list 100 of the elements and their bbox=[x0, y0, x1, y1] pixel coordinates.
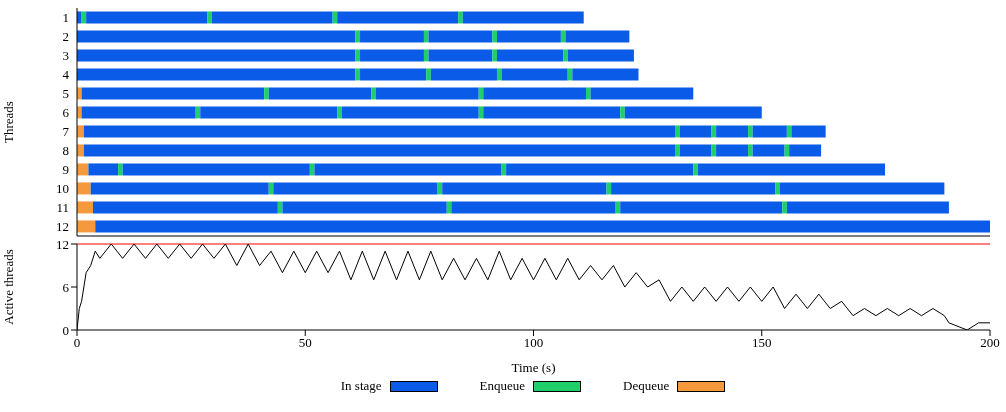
bar bbox=[716, 125, 749, 138]
bar bbox=[337, 11, 459, 24]
bar bbox=[620, 106, 625, 119]
bar bbox=[88, 163, 119, 176]
bar bbox=[314, 163, 502, 176]
y-axis-title: Threads bbox=[0, 101, 16, 143]
bar bbox=[423, 30, 429, 43]
bar bbox=[92, 201, 278, 214]
bar bbox=[786, 201, 949, 214]
bar bbox=[679, 144, 712, 157]
x-tick-label: 0 bbox=[73, 335, 81, 351]
bar bbox=[496, 68, 502, 81]
y-tick-label: 12 bbox=[56, 219, 69, 235]
bar bbox=[360, 68, 427, 81]
bar bbox=[77, 220, 96, 233]
bar bbox=[426, 68, 431, 81]
bar bbox=[679, 125, 712, 138]
bar bbox=[355, 30, 361, 43]
bar bbox=[620, 201, 783, 214]
bar bbox=[207, 11, 212, 24]
bar bbox=[492, 30, 497, 43]
y-tick-label: 8 bbox=[62, 143, 69, 159]
y-tick-label: 5 bbox=[62, 86, 69, 102]
bar bbox=[451, 201, 616, 214]
bar bbox=[506, 163, 694, 176]
x-tick-label: 200 bbox=[980, 335, 1000, 351]
bar bbox=[337, 106, 342, 119]
bar bbox=[273, 182, 438, 195]
x-tick-label: 100 bbox=[523, 335, 544, 351]
bar bbox=[675, 144, 680, 157]
y-tick-label: 1 bbox=[62, 10, 69, 26]
bar bbox=[458, 11, 463, 24]
legend-label: In stage bbox=[340, 378, 383, 394]
bar bbox=[81, 87, 265, 100]
bar bbox=[264, 87, 269, 100]
bar bbox=[492, 49, 497, 62]
bar bbox=[565, 30, 630, 43]
bar bbox=[501, 68, 568, 81]
bar bbox=[462, 11, 584, 24]
bar bbox=[716, 144, 749, 157]
bar bbox=[423, 49, 429, 62]
bar bbox=[791, 125, 826, 138]
bar bbox=[118, 163, 123, 176]
bar bbox=[360, 30, 424, 43]
y-tick-label: 9 bbox=[62, 162, 69, 178]
bar bbox=[376, 87, 479, 100]
bar bbox=[748, 144, 753, 157]
y-tick-label: 6 bbox=[62, 105, 70, 121]
bar bbox=[697, 163, 886, 176]
bar bbox=[782, 201, 787, 214]
y-tick-label: 10 bbox=[56, 181, 69, 197]
bar bbox=[693, 163, 698, 176]
bar bbox=[77, 182, 91, 195]
bar bbox=[371, 87, 377, 100]
y-tick-label: 12 bbox=[56, 236, 69, 252]
bar bbox=[567, 49, 634, 62]
bar bbox=[77, 49, 356, 62]
bar bbox=[86, 11, 208, 24]
bar bbox=[200, 106, 338, 119]
bar bbox=[675, 125, 680, 138]
bar bbox=[95, 220, 990, 233]
bar bbox=[789, 144, 822, 157]
y-tick-label: 6 bbox=[62, 279, 70, 295]
bar bbox=[483, 106, 621, 119]
bar bbox=[428, 30, 493, 43]
bar bbox=[268, 87, 372, 100]
y-tick-label: 11 bbox=[56, 200, 69, 216]
bar bbox=[611, 182, 776, 195]
bar bbox=[428, 49, 493, 62]
bar bbox=[355, 68, 361, 81]
y-tick-label: 3 bbox=[62, 48, 69, 64]
bar bbox=[752, 125, 787, 138]
x-tick-label: 50 bbox=[298, 335, 312, 351]
bar bbox=[563, 49, 568, 62]
bar bbox=[430, 68, 497, 81]
bar bbox=[752, 144, 785, 157]
bar bbox=[211, 11, 333, 24]
bar bbox=[360, 49, 424, 62]
bar bbox=[81, 106, 196, 119]
bar bbox=[77, 30, 356, 43]
bar bbox=[83, 144, 676, 157]
bar bbox=[590, 87, 694, 100]
y-tick-label: 7 bbox=[62, 124, 70, 140]
legend-label: Dequeue bbox=[623, 378, 671, 394]
bar bbox=[496, 30, 561, 43]
bar bbox=[780, 182, 945, 195]
bar bbox=[122, 163, 310, 176]
bar bbox=[496, 49, 564, 62]
bar bbox=[77, 201, 93, 214]
x-axis-title: Time (s) bbox=[511, 360, 556, 375]
bar bbox=[341, 106, 479, 119]
bar bbox=[442, 182, 607, 195]
bar bbox=[83, 125, 676, 138]
y-axis-title: Active threads bbox=[0, 249, 16, 325]
bar bbox=[355, 49, 361, 62]
bar bbox=[624, 106, 762, 119]
y-tick-label: 2 bbox=[62, 29, 69, 45]
bar bbox=[77, 68, 356, 81]
bar bbox=[586, 87, 591, 100]
y-tick-label: 0 bbox=[62, 322, 69, 338]
